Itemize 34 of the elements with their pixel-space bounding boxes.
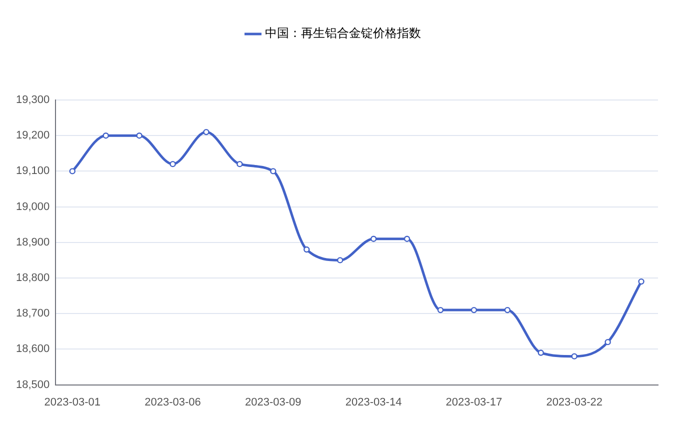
point xyxy=(136,132,142,139)
point xyxy=(102,132,109,139)
point xyxy=(170,160,176,168)
y-tick-label: 19,200 xyxy=(16,130,50,142)
point xyxy=(270,168,276,174)
point xyxy=(236,160,243,168)
point xyxy=(504,306,511,314)
y-tick-label: 18,900 xyxy=(16,236,50,248)
x-tick-label: 2023-03-09 xyxy=(245,396,302,408)
point xyxy=(370,236,377,242)
x-tick-label: 2023-03-06 xyxy=(144,396,201,408)
x-tick-label: 2023-03-01 xyxy=(44,396,101,408)
y-tick-label: 18,500 xyxy=(16,378,50,391)
x-tick-label: 2023-03-14 xyxy=(345,396,402,408)
y-tick-label: 19,000 xyxy=(16,200,50,213)
point xyxy=(470,306,478,314)
point xyxy=(404,236,410,242)
y-tick-label: 18,800 xyxy=(16,272,50,284)
point xyxy=(638,278,644,285)
point xyxy=(336,257,344,264)
point xyxy=(203,128,210,136)
point xyxy=(604,338,611,346)
x-tick-label: 2023-03-17 xyxy=(446,396,502,408)
legend-label: 中国：再生铝合金锭价格指数 xyxy=(265,26,421,40)
point xyxy=(304,246,310,253)
point xyxy=(437,306,444,314)
y-tick-label: 18,700 xyxy=(16,308,50,320)
point xyxy=(571,353,578,360)
point xyxy=(538,350,544,356)
y-tick-label: 18,600 xyxy=(16,343,50,356)
y-tick-label: 19,300 xyxy=(16,94,50,106)
y-tick-label: 19,100 xyxy=(16,165,50,178)
x-tick-label: 2023-03-22 xyxy=(546,396,602,408)
point xyxy=(69,168,76,174)
